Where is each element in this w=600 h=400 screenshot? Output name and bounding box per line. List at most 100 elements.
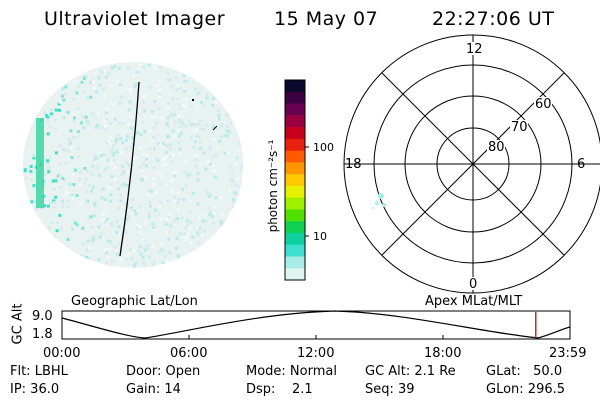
speckle-pixel (124, 147, 128, 150)
speckle-pixel (226, 134, 230, 138)
speckle-pixel (166, 116, 170, 120)
speckle-pixel (126, 170, 129, 174)
colorbar-segment (285, 115, 305, 128)
speckle-pixel (167, 154, 171, 158)
speckle-pixel (85, 190, 89, 194)
speckle-pixel (86, 239, 90, 243)
speckle-pixel (165, 231, 169, 234)
speckle-pixel (134, 261, 138, 265)
speckle-pixel (125, 183, 129, 187)
speckle-pixel (185, 237, 189, 241)
polar-grid (343, 34, 600, 294)
speckle-pixel (58, 108, 61, 112)
speckle-pixel (178, 86, 182, 90)
speckle-pixel (233, 191, 237, 195)
speckle-pixel (152, 126, 156, 130)
speckle-pixel (135, 226, 139, 230)
speckle-pixel (86, 170, 90, 173)
speckle-pixel (242, 163, 243, 167)
speckle-pixel (57, 102, 61, 106)
colorbar-segment (285, 209, 305, 222)
speckle-pixel (144, 154, 148, 158)
star-marker (192, 99, 194, 101)
speckle-pixel (196, 234, 200, 237)
speckle-pixel (121, 140, 125, 144)
speckle-pixel (226, 114, 230, 117)
date-label: 15 May 07 (274, 8, 379, 30)
speckle-pixel (160, 248, 164, 252)
speckle-pixel (76, 147, 80, 151)
speckle-pixel (220, 122, 224, 126)
speckle-pixel (157, 107, 161, 110)
speckle-pixel (179, 125, 183, 129)
speckle-pixel (91, 239, 95, 243)
speckle-pixel (191, 192, 195, 195)
speckle-pixel (33, 200, 37, 203)
speckle-pixel (166, 71, 170, 75)
speckle-pixel (188, 119, 192, 123)
speckle-pixel (62, 98, 66, 102)
terminator-line (119, 81, 140, 257)
speckle-pixel (125, 257, 128, 261)
speckle-pixel (168, 223, 172, 227)
speckle-pixel (141, 120, 145, 124)
speckle-pixel (163, 255, 167, 258)
speckle-pixel (71, 227, 74, 231)
speckle-pixel (160, 217, 163, 221)
speckle-pixel (116, 133, 120, 137)
speckle-pixel (66, 200, 70, 203)
speckle-pixel (72, 173, 76, 176)
speckle-pixel (84, 74, 88, 78)
speckle-pixel (178, 152, 182, 156)
speckle-pixel (170, 85, 174, 89)
speckle-pixel (205, 93, 209, 97)
speckle-pixel (234, 183, 238, 187)
speckle-pixel (173, 174, 177, 178)
speckle-pixel (202, 128, 206, 132)
speckle-pixel (155, 157, 159, 161)
speckle-pixel (196, 202, 200, 206)
speckle-pixel (134, 212, 138, 216)
speckle-pixel (139, 146, 143, 150)
speckle-pixel (103, 119, 107, 123)
speckle-pixel (50, 220, 54, 224)
speckle-pixel (171, 129, 175, 133)
speckle-pixel (239, 166, 243, 170)
speckle-pixel (217, 114, 221, 118)
speckle-pixel (66, 238, 70, 241)
speckle-pixel (180, 216, 184, 220)
speckle-pixel (153, 260, 157, 264)
speckle-pixel (152, 166, 156, 170)
speckle-pixel (204, 123, 208, 127)
speckle-pixel (30, 177, 33, 181)
speckle-pixel (212, 211, 216, 215)
speckle-pixel (197, 122, 201, 126)
speckle-pixel (130, 257, 134, 260)
speckle-pixel (177, 103, 181, 106)
speckle-pixel (177, 141, 181, 145)
speckle-pixel (43, 111, 47, 115)
speckle-pixel (80, 80, 84, 84)
speckle-pixel (82, 77, 86, 80)
speckle-pixel (127, 163, 131, 167)
speckle-pixel (165, 162, 169, 166)
altitude-curve (61, 310, 571, 339)
speckle-pixel (115, 231, 119, 234)
speckle-pixel (175, 201, 179, 205)
speckle-pixel (67, 149, 70, 153)
speckle-pixel (196, 178, 200, 182)
colorbar-segment (285, 80, 305, 93)
speckle-pixel (147, 63, 151, 67)
speckle-pixel (67, 138, 71, 141)
mlt-label-6: 6 (577, 157, 585, 172)
speckle-pixel (74, 78, 78, 82)
speckle-pixel (229, 211, 232, 214)
timeline-right-label: Apex MLat/MLT (425, 294, 523, 309)
speckle-pixel (227, 130, 231, 134)
speckle-pixel (166, 78, 170, 81)
speckle-pixel (50, 108, 54, 112)
speckle-pixel (105, 261, 109, 265)
colorbar-frame (284, 79, 306, 281)
speckle-pixel (109, 199, 113, 203)
